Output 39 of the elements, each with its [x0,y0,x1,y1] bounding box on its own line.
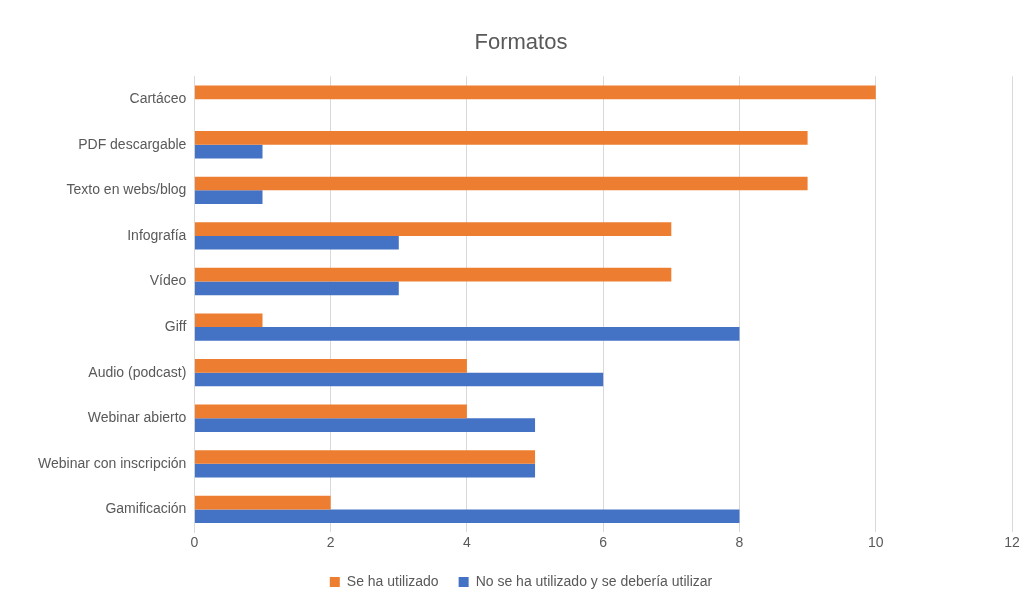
bar [194,85,876,100]
bar [194,235,399,250]
y-tick-label: Cartáceo [129,90,187,107]
y-tick-label: PDF descargable [78,135,187,152]
bar [194,463,536,478]
bar [194,359,467,373]
bar [194,176,808,191]
y-tick-label: Webinar abierto [87,409,187,426]
y-tick-label: Vídeo [149,272,187,289]
legend-label: No se ha utilizado y se debería utilizar [475,572,713,589]
bar [194,509,740,524]
y-tick-label: Texto en webs/blog [66,181,187,198]
chart-title: Formatos [474,29,568,55]
bar [194,495,331,510]
x-tick-label: 10 [867,534,884,551]
bar [194,144,263,159]
bar [194,418,536,432]
y-tick-label: Webinar con inscripción [37,454,187,471]
y-tick-label: Audio (podcast) [88,363,187,380]
bar [194,450,536,464]
x-tick-label: 2 [326,534,335,551]
bar [194,190,263,205]
x-tick-label: 4 [463,534,472,551]
y-tick-label: Gamificación [105,500,187,517]
x-tick-label: 12 [1004,534,1020,551]
bar [194,372,604,387]
bar [194,281,399,296]
y-tick-label: Giff [164,317,187,334]
legend-label: Se ha utilizado [346,572,439,589]
bar [194,222,672,236]
bar [194,404,467,419]
x-tick-label: 0 [190,534,199,551]
bar [194,131,808,145]
x-tick-label: 6 [599,534,608,551]
y-tick-label: Infografía [127,226,187,243]
bar [194,327,740,341]
x-tick-label: 8 [735,534,744,551]
bar [194,313,263,328]
bar [194,267,672,282]
